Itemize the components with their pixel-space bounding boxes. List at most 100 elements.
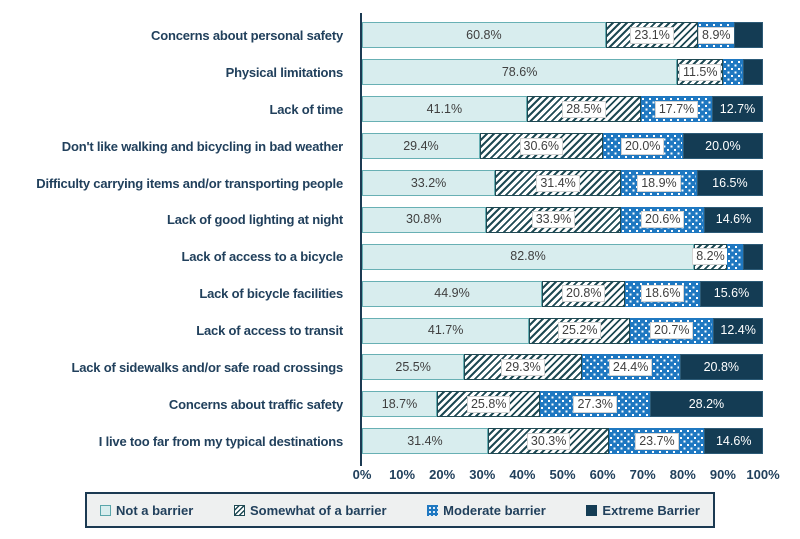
legend-swatch-icon <box>427 504 439 516</box>
bar-segment-moderate-barrier <box>726 243 743 270</box>
data-label: 20.8% <box>703 359 740 374</box>
bar-track: 30.8% 33.9% 20.6% 14.6% <box>362 206 763 233</box>
bar-segment-extreme-barrier: 28.2% <box>649 391 763 418</box>
data-label: 20.6% <box>641 211 685 229</box>
x-axis: 0% 10% 20% 30% 40% 50% 60% 70% 80% 90% 100% <box>353 467 780 483</box>
data-label: 12.7% <box>719 101 756 116</box>
bar-segment-not-a-barrier: 41.7% <box>362 317 530 344</box>
bar-track: 29.4% 30.6% 20.0% 20.0% <box>362 133 763 160</box>
bar-segment-moderate-barrier <box>723 59 743 86</box>
x-axis-tick: 90% <box>709 467 736 482</box>
data-label: 31.4% <box>536 174 580 192</box>
data-label: 28.5% <box>562 100 606 118</box>
bar-segment-extreme-barrier <box>742 59 763 86</box>
bar-segment-not-a-barrier: 29.4% <box>362 133 480 160</box>
data-label: 8.2% <box>692 248 729 266</box>
bar-segment-somewhat-of-a-barrier: 30.3% <box>487 428 610 455</box>
data-label: 78.6% <box>501 64 538 79</box>
legend-label: Extreme Barrier <box>602 502 700 518</box>
data-label: 29.4% <box>403 138 439 153</box>
bar-row: Lack of bicycle facilities 44.9% 20.8% 18.6… <box>0 275 800 312</box>
bar-segment-extreme-barrier: 14.6% <box>704 428 763 455</box>
bar-segment-extreme-barrier <box>734 22 763 49</box>
category-label: Lack of good lighting at night <box>167 212 343 228</box>
bar-segment-moderate-barrier: 27.3% <box>540 391 650 418</box>
bar-segment-somewhat-of-a-barrier: 11.5% <box>677 59 724 86</box>
category-label: Lack of bicycle facilities <box>199 286 343 302</box>
category-label: Lack of time <box>269 101 344 117</box>
data-label: 14.6% <box>715 212 752 227</box>
legend-swatch-icon <box>100 504 111 516</box>
bar-row: I live too far from my typical destinati… <box>0 423 800 460</box>
data-label: 18.9% <box>637 174 681 192</box>
bar-segment-not-a-barrier: 33.2% <box>362 170 496 196</box>
bar-row: Concerns about traffic safety 18.7% 25.8% 2… <box>0 386 800 423</box>
bar-track: 25.5% 29.3% 24.4% 20.8% <box>362 354 763 381</box>
bar-track: 60.8% 23.1% 8.9% <box>362 22 763 49</box>
data-label: 30.3% <box>526 432 571 450</box>
legend-swatch-icon <box>233 504 245 516</box>
bar-segment-moderate-barrier: 23.7% <box>609 428 705 455</box>
data-label: 14.6% <box>715 433 752 448</box>
bar-segment-not-a-barrier: 25.5% <box>362 354 465 381</box>
bar-segment-moderate-barrier: 24.4% <box>581 354 680 381</box>
bar-segment-not-a-barrier: 78.6% <box>362 59 678 86</box>
bar-segment-not-a-barrier: 31.4% <box>362 428 488 455</box>
data-label: 12.4% <box>720 323 756 338</box>
bar-segment-extreme-barrier: 20.8% <box>679 354 763 381</box>
bar-segment-moderate-barrier: 20.7% <box>630 317 714 344</box>
data-label: 20.0% <box>705 138 741 153</box>
data-label: 23.1% <box>630 26 674 44</box>
x-axis-tick: 80% <box>669 467 696 482</box>
data-label: 33.2% <box>410 175 447 190</box>
legend-item-not-a-barrier: Not a barrier <box>100 503 193 518</box>
bar-segment-not-a-barrier: 41.1% <box>362 96 527 123</box>
data-label: 44.9% <box>434 286 470 301</box>
chart-rows: Concerns about personal safety 60.8% 23.1%… <box>0 17 800 460</box>
data-label: 33.9% <box>531 211 576 229</box>
x-axis-tick: 40% <box>509 467 536 482</box>
bar-segment-extreme-barrier: 14.6% <box>704 206 763 233</box>
bar-segment-not-a-barrier: 44.9% <box>362 280 543 307</box>
data-label: 27.3% <box>573 395 617 413</box>
category-label: Lack of access to a bicycle <box>181 249 343 265</box>
bar-segment-moderate-barrier: 18.6% <box>625 280 701 307</box>
bar-segment-extreme-barrier: 20.0% <box>682 133 763 160</box>
bar-segment-extreme-barrier: 12.7% <box>712 96 763 123</box>
bar-segment-somewhat-of-a-barrier: 30.6% <box>479 133 603 160</box>
bar-segment-somewhat-of-a-barrier: 23.1% <box>605 22 699 49</box>
x-axis-tick: 60% <box>589 467 616 482</box>
data-label: 15.6% <box>713 286 750 301</box>
legend-swatch-icon <box>586 504 598 516</box>
bar-track: 31.4% 30.3% 23.7% 14.6% <box>362 428 763 455</box>
x-axis-tick: 0% <box>352 467 372 482</box>
x-axis-tick: 10% <box>389 467 416 482</box>
bar-row: Concerns about personal safety 60.8% 23.1%… <box>0 17 800 54</box>
legend-item-extreme-barrier: Extreme Barrier <box>586 503 700 518</box>
data-label: 17.7% <box>654 100 699 118</box>
data-label: 16.5% <box>712 175 748 190</box>
bar-segment-somewhat-of-a-barrier: 25.8% <box>436 391 541 418</box>
bar-track: 82.8% 8.2% <box>362 243 763 270</box>
bar-segment-not-a-barrier: 30.8% <box>362 206 486 233</box>
bar-segment-moderate-barrier: 8.9% <box>698 22 735 49</box>
bar-track: 18.7% 25.8% 27.3% 28.2% <box>362 391 763 418</box>
bar-track: 33.2% 31.4% 18.9% 16.5% <box>362 170 763 196</box>
bar-segment-not-a-barrier: 60.8% <box>362 22 606 49</box>
bar-row: Lack of time 41.1% 28.5% 17.7% 12.7% <box>0 91 800 128</box>
bar-row: Don't like walking and bicycling in bad … <box>0 128 800 165</box>
data-label: 23.7% <box>635 432 679 450</box>
bar-segment-somewhat-of-a-barrier: 33.9% <box>485 206 622 233</box>
bar-segment-somewhat-of-a-barrier: 31.4% <box>495 170 622 196</box>
data-label: 11.5% <box>678 63 722 81</box>
data-label: 8.9% <box>698 26 735 44</box>
category-label: Concerns about traffic safety <box>168 396 343 412</box>
bar-segment-extreme-barrier: 12.4% <box>713 317 763 344</box>
legend: Not a barrier Somewhat of a barrier Modera… <box>85 492 715 528</box>
x-axis-tick: 50% <box>549 467 576 482</box>
data-label: 18.6% <box>641 285 685 303</box>
bar-segment-moderate-barrier: 17.7% <box>641 96 713 123</box>
bar-segment-somewhat-of-a-barrier: 25.2% <box>529 317 631 344</box>
data-label: 41.7% <box>427 323 464 338</box>
data-label: 30.6% <box>519 137 563 155</box>
